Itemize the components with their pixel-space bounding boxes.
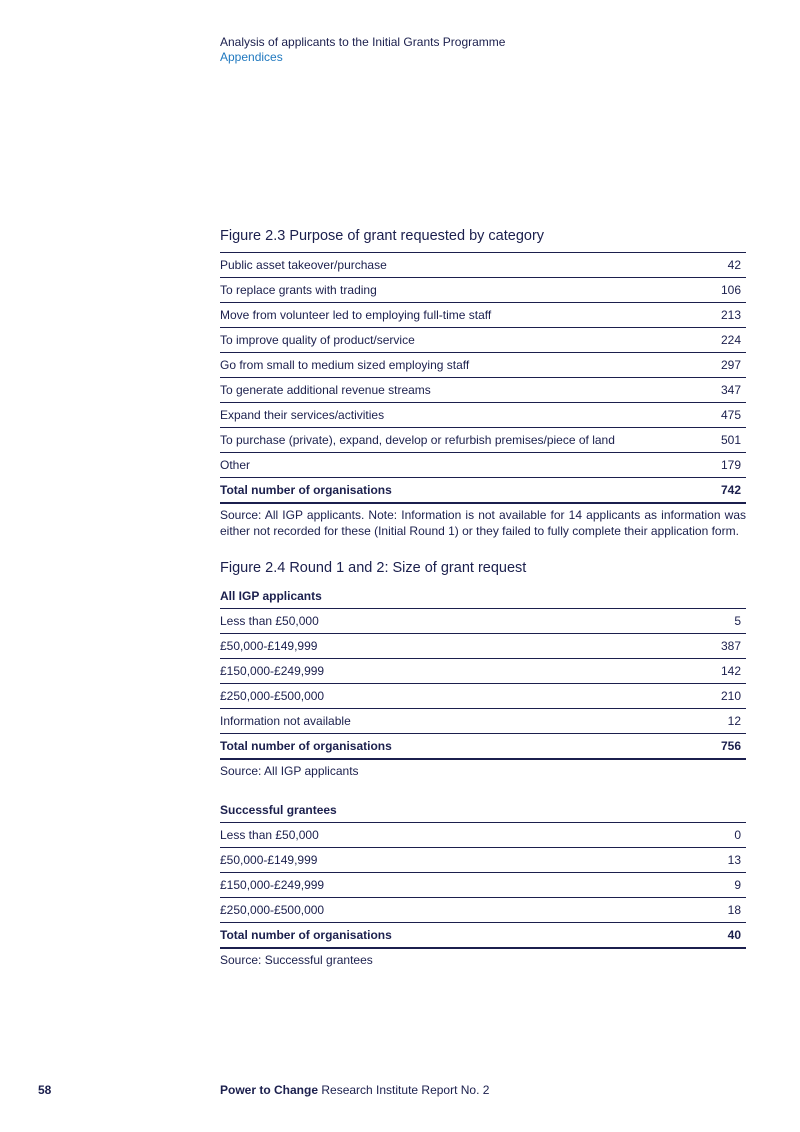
row-label: To replace grants with trading <box>220 283 377 297</box>
row-value: 13 <box>727 853 741 867</box>
row-value: 210 <box>720 689 741 703</box>
total-row: Total number of organisations 742 <box>220 477 746 504</box>
table-row: Public asset takeover/purchase 42 <box>220 252 746 277</box>
table-row: Expand their services/activities 475 <box>220 402 746 427</box>
table-section: Public asset takeover/purchase 42 To repla… <box>220 252 746 539</box>
row-value: 9 <box>734 878 741 892</box>
table-row: Less than £50,000 5 <box>220 608 746 633</box>
total-value: 742 <box>720 483 741 497</box>
table-row: £150,000-£249,999 142 <box>220 658 746 683</box>
row-label: To purchase (private), expand, develop o… <box>220 433 615 447</box>
row-label: £50,000-£149,999 <box>220 639 318 653</box>
total-label: Total number of organisations <box>220 928 392 942</box>
row-label: Move from volunteer led to employing ful… <box>220 308 492 322</box>
row-value: 224 <box>720 333 741 347</box>
row-value: 18 <box>727 903 741 917</box>
row-label: Public asset takeover/purchase <box>220 258 387 272</box>
table-row: £50,000-£149,999 13 <box>220 847 746 872</box>
source-note: Source: Successful grantees <box>220 953 373 967</box>
total-label: Total number of organisations <box>220 739 392 753</box>
section-heading: All IGP applicants <box>220 589 322 603</box>
row-value: 347 <box>720 383 741 397</box>
row-label: £250,000-£500,000 <box>220 903 325 917</box>
total-label: Total number of organisations <box>220 483 392 497</box>
row-value: 42 <box>727 258 741 272</box>
row-label: Go from small to medium sized employing … <box>220 358 470 372</box>
table-row: Go from small to medium sized employing … <box>220 352 746 377</box>
header-title: Analysis of applicants to the Initial Gr… <box>220 35 506 49</box>
table-row: Other 179 <box>220 452 746 477</box>
header: Analysis of applicants to the Initial Gr… <box>220 35 505 65</box>
row-label: Other <box>220 458 251 472</box>
table-row: Move from volunteer led to employing ful… <box>220 302 746 327</box>
row-label: Less than £50,000 <box>220 614 319 628</box>
row-value: 106 <box>720 283 741 297</box>
total-row: Total number of organisations 756 <box>220 733 746 760</box>
table-row: To purchase (private), expand, develop o… <box>220 427 746 452</box>
table-row: £150,000-£249,999 9 <box>220 872 746 897</box>
table-row: To generate additional revenue streams 34… <box>220 377 746 402</box>
table-section: Successful grantees Less than £50,000 0 £50… <box>220 798 746 968</box>
row-label: £150,000-£249,999 <box>220 664 325 678</box>
footer-report: Research Institute Report No. 2 <box>321 1083 490 1097</box>
row-value: 475 <box>720 408 741 422</box>
row-value: 297 <box>720 358 741 372</box>
row-label: £250,000-£500,000 <box>220 689 325 703</box>
footer-brand: Power to Change <box>220 1083 319 1097</box>
row-label: Information not available <box>220 714 351 728</box>
row-value: 179 <box>720 458 741 472</box>
total-value: 756 <box>720 739 741 753</box>
row-value: 12 <box>727 714 741 728</box>
row-value: 5 <box>734 614 741 628</box>
figure-title: Figure 2.3 Purpose of grant requested by… <box>220 228 545 244</box>
row-label: £50,000-£149,999 <box>220 853 318 867</box>
table-row: £250,000-£500,000 210 <box>220 683 746 708</box>
table-row: £50,000-£149,999 387 <box>220 633 746 658</box>
table-row: To replace grants with trading 106 <box>220 277 746 302</box>
row-value: 142 <box>720 664 741 678</box>
row-label: To generate additional revenue streams <box>220 383 431 397</box>
page-number: 58 <box>38 1083 52 1097</box>
row-label: Less than £50,000 <box>220 828 319 842</box>
figure: Figure 2.4 Round 1 and 2: Size of grant … <box>220 558 746 968</box>
total-value: 40 <box>727 928 741 942</box>
header-subtitle: Appendices <box>220 50 283 64</box>
row-label: £150,000-£249,999 <box>220 878 325 892</box>
total-row: Total number of organisations 40 <box>220 922 746 949</box>
source-note: Source: All IGP applicants. Note: Inform… <box>220 508 746 538</box>
figures: Figure 2.3 Purpose of grant requested by… <box>220 226 746 987</box>
row-value: 387 <box>720 639 741 653</box>
table-row: Information not available 12 <box>220 708 746 733</box>
table-section: All IGP applicants Less than £50,000 5 £50,… <box>220 584 746 779</box>
figure: Figure 2.3 Purpose of grant requested by… <box>220 226 746 539</box>
source-note: Source: All IGP applicants <box>220 764 359 778</box>
footer: Power to Change Research Institute Repor… <box>220 1082 489 1098</box>
table-row: To improve quality of product/service 224 <box>220 327 746 352</box>
figure-title: Figure 2.4 Round 1 and 2: Size of grant … <box>220 560 527 576</box>
row-value: 0 <box>734 828 741 842</box>
row-label: Expand their services/activities <box>220 408 385 422</box>
table-row: Less than £50,000 0 <box>220 822 746 847</box>
row-value: 501 <box>720 433 741 447</box>
row-value: 213 <box>720 308 741 322</box>
row-label: To improve quality of product/service <box>220 333 415 347</box>
section-heading: Successful grantees <box>220 803 337 817</box>
table-row: £250,000-£500,000 18 <box>220 897 746 922</box>
